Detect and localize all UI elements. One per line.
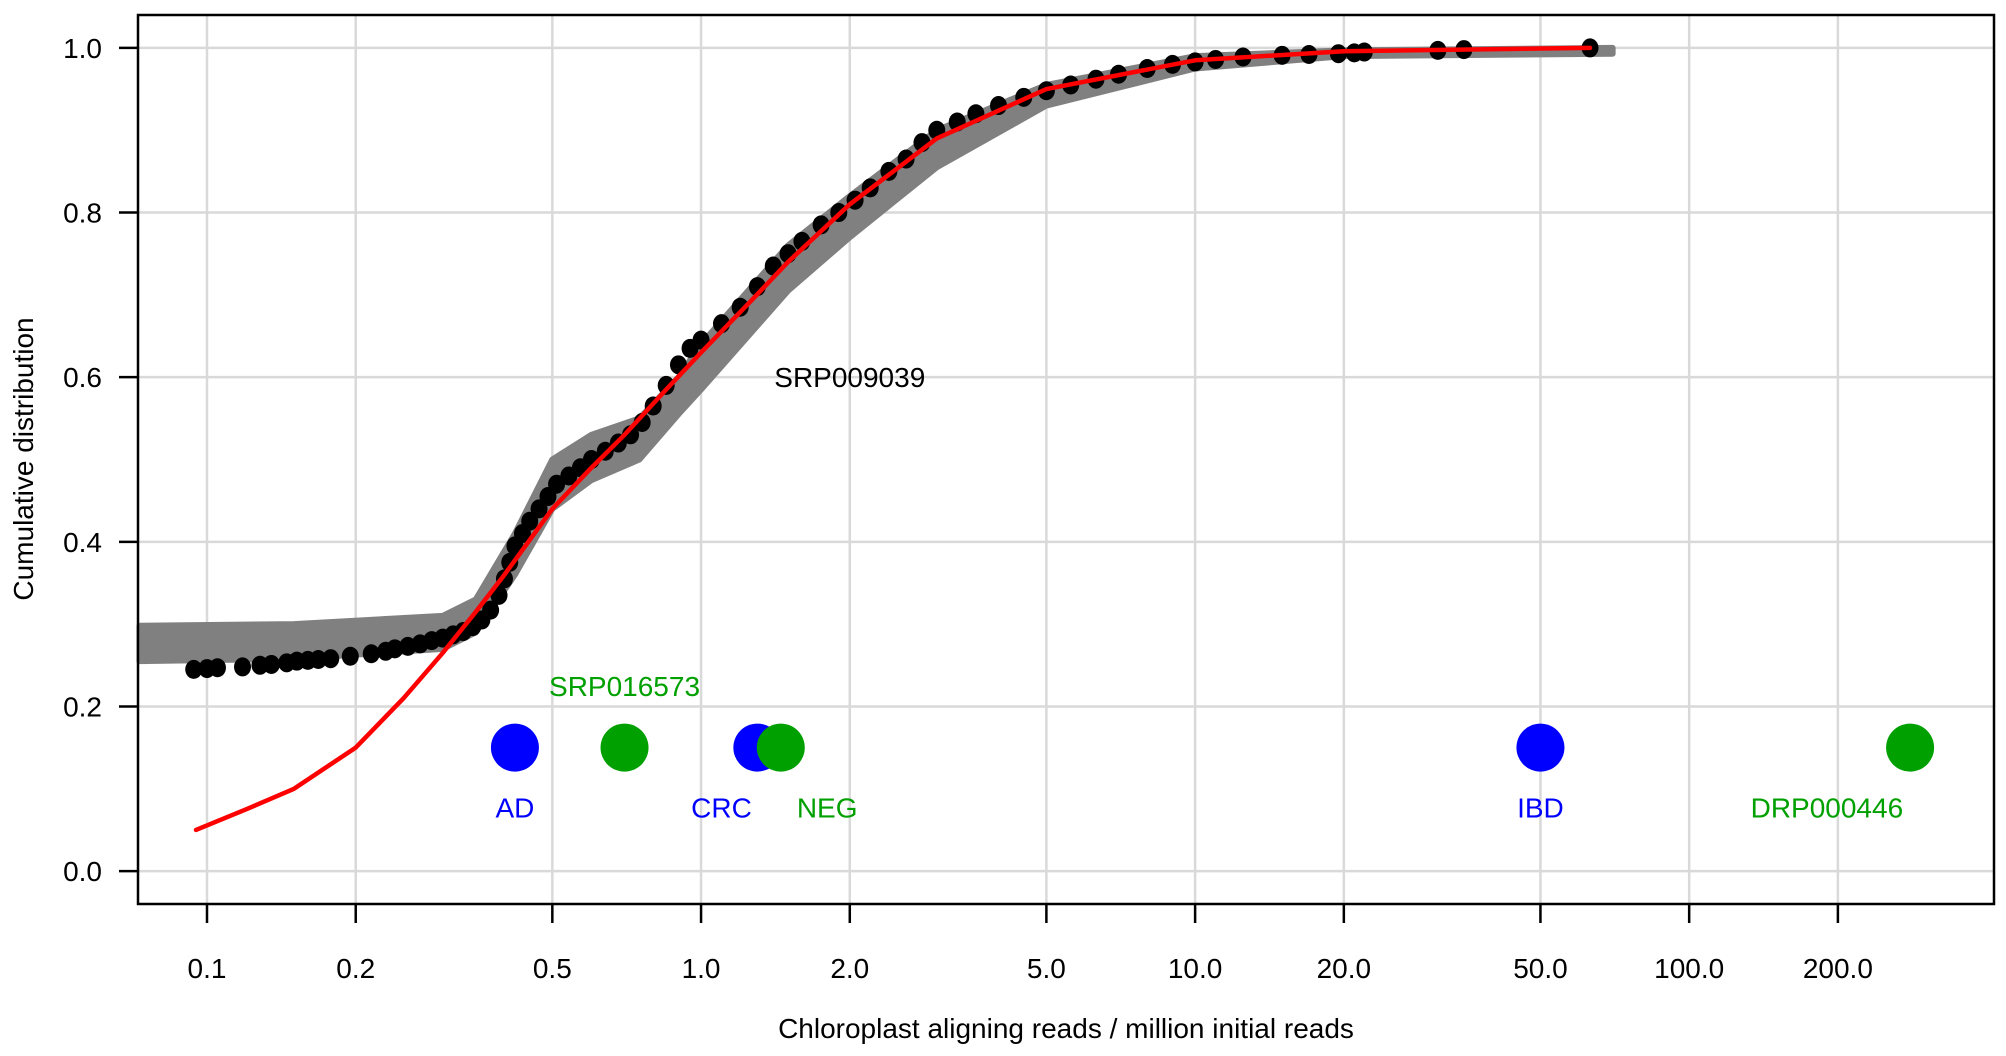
ecdf-point (309, 650, 327, 670)
y-tick-label: 0.6 (63, 362, 102, 393)
highlight-label-drp000446: DRP000446 (1751, 793, 1904, 824)
ecdf-point (208, 658, 226, 678)
ecdf-point (234, 657, 252, 677)
highlight-point-neg (756, 723, 805, 772)
x-tick-label: 100.0 (1654, 953, 1724, 984)
ecdf-point (657, 375, 675, 395)
confidence-band-area (136, 44, 1616, 665)
highlight-label-ibd: IBD (1517, 793, 1564, 824)
y-tick-label: 1.0 (63, 33, 102, 64)
highlight-point-ibd (1516, 723, 1565, 772)
ecdf-point (262, 654, 280, 674)
ecdf-point (548, 474, 566, 494)
x-tick-label: 50.0 (1513, 953, 1568, 984)
ecdf-point (731, 297, 749, 317)
highlight-point-ad (490, 723, 539, 772)
x-tick-label: 2.0 (830, 953, 869, 984)
highlight-label-ad: AD (495, 793, 534, 824)
ecdf-point (482, 600, 500, 620)
grid-lines (138, 15, 1994, 904)
highlight-points: AD SRP016573 CRC NEG IBD DRP000446 (490, 671, 1935, 824)
x-tick-label: 5.0 (1027, 953, 1066, 984)
x-tick-label: 0.2 (336, 953, 375, 984)
ecdf-point (185, 659, 203, 679)
x-tick-label: 10.0 (1168, 953, 1223, 984)
confidence-band (136, 44, 1616, 665)
fit-curve (193, 45, 1593, 833)
y-axis-title: Cumulative distribution (8, 317, 39, 600)
highlight-point-drp000446 (1886, 723, 1935, 772)
highlight-label-neg: NEG (797, 793, 858, 824)
x-tick-label: 1.0 (682, 953, 721, 984)
highlight-point-srp016573 (600, 723, 649, 772)
ecdf-point (362, 644, 380, 664)
plot-frame (136, 13, 1996, 906)
y-tick-label: 0.2 (63, 691, 102, 722)
x-tick-label: 0.5 (533, 953, 572, 984)
y-tick-label: 0.4 (63, 527, 102, 558)
x-tick-label: 200.0 (1803, 953, 1873, 984)
fit-line (193, 45, 1593, 833)
annotations: SRP009039 (774, 362, 925, 393)
ecdf-points (185, 38, 1599, 679)
x-tick-label: 20.0 (1317, 953, 1372, 984)
ecdf-point (501, 552, 519, 572)
y-tick-label: 0.8 (63, 198, 102, 229)
series-annotation: SRP009039 (774, 362, 925, 393)
x-tick-label: 0.1 (188, 953, 227, 984)
y-tick-label: 0.0 (63, 856, 102, 887)
y-axis: 0.0 0.2 0.4 0.6 0.8 1.0 (63, 33, 138, 887)
x-axis: 0.1 0.2 0.5 1.0 2.0 5.0 10.0 20.0 50.0 100.0 200.0 (188, 904, 1873, 984)
highlight-label-crc: CRC (691, 793, 752, 824)
ecdf-point (341, 646, 359, 666)
highlight-label-srp016573: SRP016573 (549, 671, 700, 702)
ecdf-point (386, 639, 404, 659)
ecdf-point (322, 649, 340, 669)
x-axis-title: Chloroplast aligning reads / million ini… (778, 1013, 1354, 1044)
